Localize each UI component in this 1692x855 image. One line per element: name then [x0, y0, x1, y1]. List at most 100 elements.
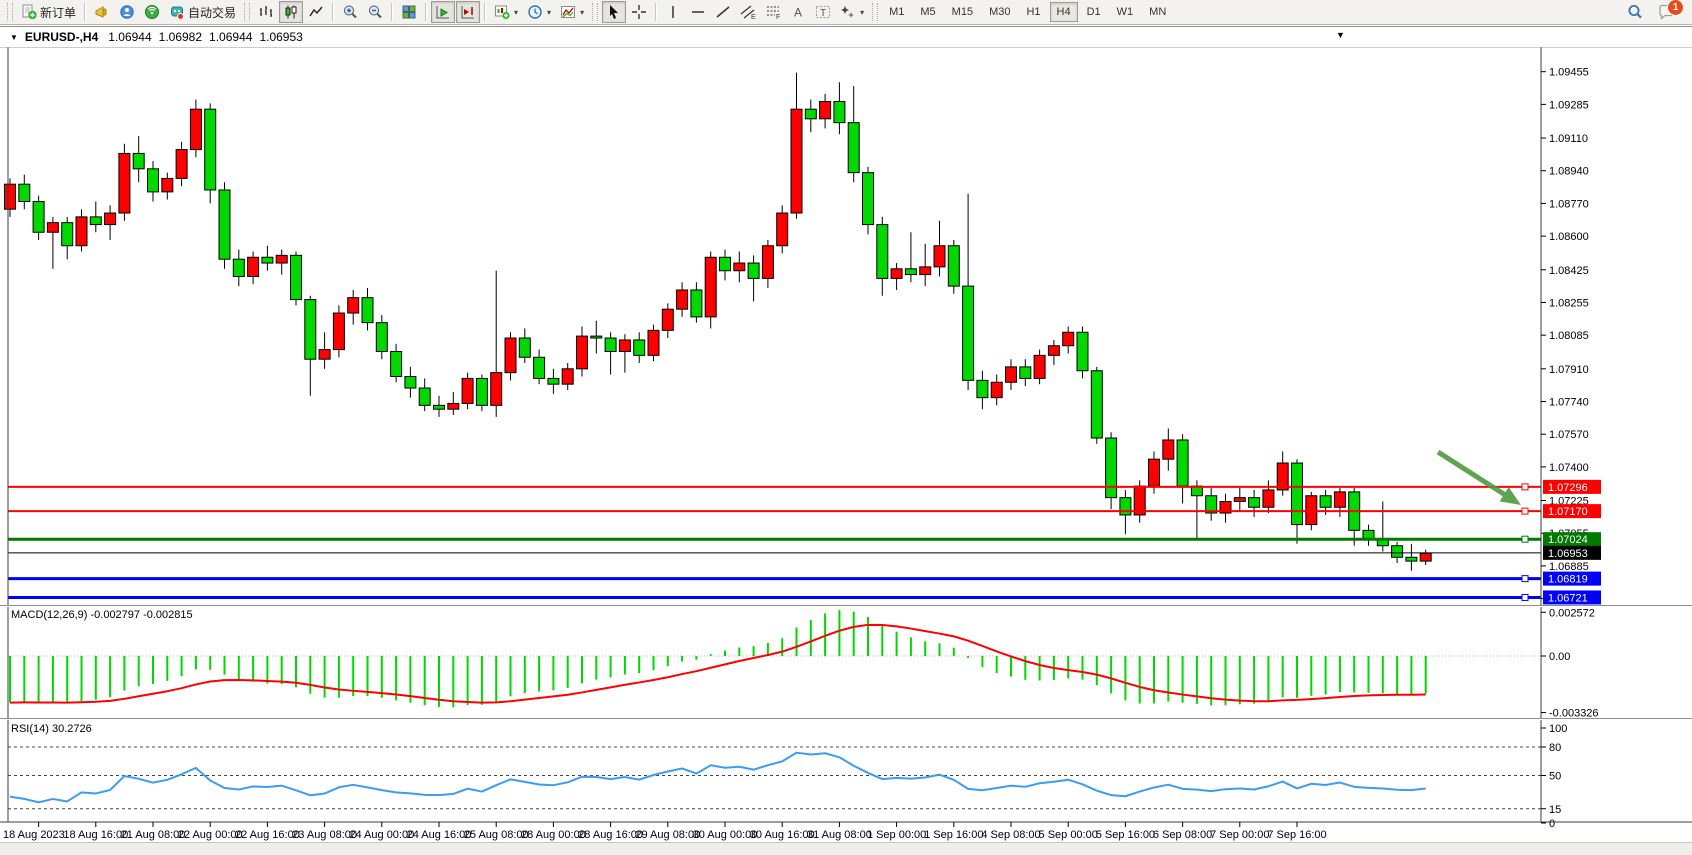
tile-windows-button[interactable]: [397, 1, 421, 23]
text-label-tool-button[interactable]: T: [811, 1, 835, 23]
candle-body: [475, 377, 488, 406]
separator: [332, 3, 335, 21]
hline-handle[interactable]: [1521, 593, 1529, 601]
time-axis-label: 22 Aug 00:00: [178, 829, 243, 841]
candle-body: [318, 349, 331, 360]
timeframe-W1[interactable]: W1: [1110, 2, 1141, 22]
time-axis-label: 31 Aug 08:00: [807, 829, 872, 841]
candle-body: [1219, 501, 1232, 514]
timeframe-M1[interactable]: M1: [882, 2, 911, 22]
timeframe-H1[interactable]: H1: [1019, 2, 1047, 22]
timeframe-M30[interactable]: M30: [982, 2, 1017, 22]
search-button[interactable]: [1622, 1, 1648, 23]
trend-arrow-annotation[interactable]: [1436, 449, 1521, 505]
candle-body: [719, 256, 731, 272]
candlestick-chart-icon: [285, 5, 297, 19]
chart-shift-marker[interactable]: ▼: [1336, 30, 1345, 40]
candle-body: [1162, 439, 1175, 460]
time-axis-label: 25 Aug 08:00: [464, 829, 529, 841]
time-axis-label: 18 Aug 16:00: [63, 829, 128, 841]
toolbar-grip[interactable]: [244, 3, 251, 21]
chart-shift-button[interactable]: [456, 1, 481, 23]
price-axis-label: 1.07400: [1549, 462, 1589, 474]
vertical-line-icon: [672, 6, 674, 18]
dropdown-caret: ▾: [547, 7, 552, 17]
hline-handle[interactable]: [1521, 535, 1529, 543]
symbol-dropdown-icon[interactable]: ▼: [10, 32, 18, 42]
timeframe-M5[interactable]: M5: [913, 2, 942, 22]
chat-button[interactable]: 1: [1654, 0, 1684, 23]
hline-price-tag: 1.06819: [1548, 574, 1588, 586]
hline-price-tag: 1.07170: [1548, 506, 1588, 518]
timeframe-D1[interactable]: D1: [1080, 2, 1108, 22]
fibonacci-tool-button[interactable]: F: [761, 1, 785, 23]
text-tool-button[interactable]: A: [786, 1, 810, 23]
toolbar-grip[interactable]: [592, 3, 599, 21]
time-axis-label: 6 Sep 08:00: [1153, 829, 1212, 841]
timeframe-M15[interactable]: M15: [945, 2, 980, 22]
hline-handle[interactable]: [1521, 507, 1529, 515]
line-chart-button[interactable]: [304, 1, 328, 23]
candlesticks: [4, 72, 1432, 571]
zoom-out-button[interactable]: [363, 1, 387, 23]
rsi-axis-label: 50: [1549, 771, 1561, 783]
search-icon: [1628, 5, 1642, 19]
community-button[interactable]: [115, 1, 139, 23]
hline-handle[interactable]: [1521, 483, 1529, 491]
time-axis-label: 24 Aug 16:00: [407, 829, 472, 841]
timeframe-MN[interactable]: MN: [1142, 2, 1173, 22]
price-axis-label: 1.08255: [1549, 297, 1589, 309]
candlestick-chart-button[interactable]: [279, 1, 304, 23]
new-order-icon: [22, 4, 37, 20]
trendline-tool-button[interactable]: [711, 1, 735, 23]
arrows-dropdown[interactable]: ▾: [836, 1, 868, 23]
text-label-icon: T: [816, 6, 831, 19]
price-axis[interactable]: 1.096251.094551.092851.091101.089401.087…: [1541, 34, 1601, 830]
zoom-in-button[interactable]: [338, 1, 362, 23]
auto-scroll-button[interactable]: [431, 1, 456, 23]
candle-body: [761, 245, 774, 279]
candle-body: [1248, 497, 1261, 508]
candle-body: [633, 339, 646, 356]
svg-text:F: F: [776, 14, 780, 20]
candle-body: [561, 368, 574, 385]
time-axis-label: 7 Sep 00:00: [1210, 829, 1269, 841]
hline-handle[interactable]: [1521, 575, 1529, 583]
horizontal-line-tool-button[interactable]: [686, 1, 710, 23]
svg-text:T: T: [820, 8, 826, 19]
templates-dropdown[interactable]: ▾: [556, 1, 588, 23]
chart-area[interactable]: 1.096251.094551.092851.091101.089401.087…: [0, 26, 1692, 855]
channel-tool-button[interactable]: E: [736, 1, 760, 23]
rsi-axis-label: 100: [1549, 723, 1567, 735]
candle-body: [790, 108, 803, 214]
autotrading-button[interactable]: 自动交易: [165, 1, 240, 23]
new-order-button[interactable]: 新订单: [17, 1, 80, 23]
toolbar-grip[interactable]: [872, 3, 879, 21]
candle-body: [576, 335, 588, 370]
candle-body: [218, 189, 231, 260]
candle-body: [375, 322, 388, 352]
chart-title-bar: ▼ EURUSD-,H4 1.06944 1.06982 1.06944 1.0…: [0, 26, 1692, 47]
new-chart-dropdown[interactable]: ▾: [490, 1, 522, 23]
time-axis-label: 28 Aug 16:00: [578, 829, 643, 841]
crosshair-icon: [632, 5, 647, 19]
svg-text:A: A: [794, 6, 802, 20]
price-axis-label: 1.06885: [1549, 561, 1589, 573]
time-axis-label: 1 Sep 00:00: [867, 829, 926, 841]
toolbar-grip[interactable]: [7, 3, 13, 21]
alerts-button[interactable]: [90, 1, 114, 23]
timeframe-H4[interactable]: H4: [1049, 2, 1078, 22]
bar-chart-button[interactable]: [254, 1, 278, 23]
price-axis-label: 1.07740: [1549, 397, 1589, 409]
signals-button[interactable]: [140, 1, 164, 23]
tile-windows-icon: [402, 5, 416, 19]
templates-icon: [561, 6, 576, 18]
vertical-line-tool-button[interactable]: [661, 1, 685, 23]
chart-shift-icon: [461, 6, 475, 19]
candle-body: [261, 256, 274, 264]
cursor-tool-button[interactable]: [602, 1, 627, 23]
time-axis-label: 28 Aug 00:00: [521, 829, 586, 841]
crosshair-tool-button[interactable]: [627, 1, 651, 23]
periods-dropdown[interactable]: ▾: [523, 1, 555, 23]
